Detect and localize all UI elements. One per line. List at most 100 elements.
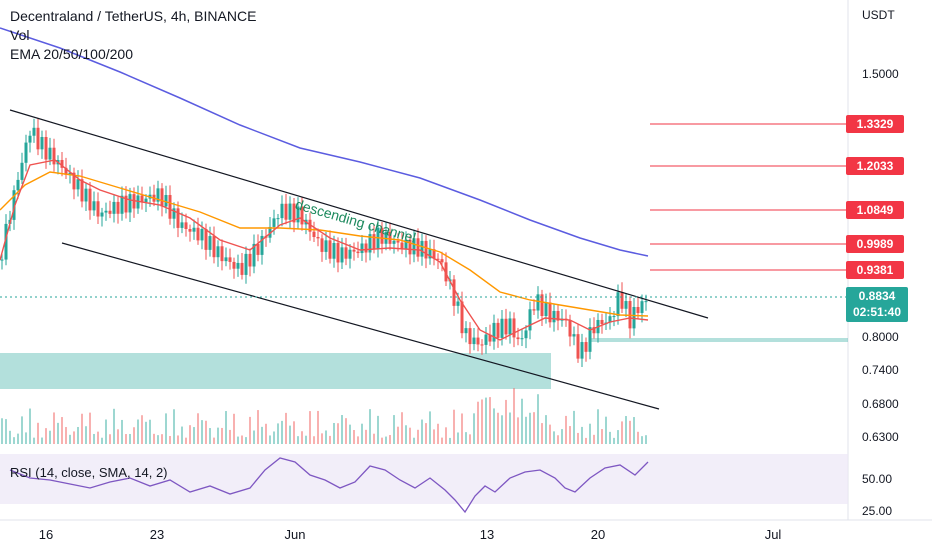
candle-body — [620, 292, 624, 309]
volume-bar — [89, 412, 91, 444]
volume-bar — [405, 425, 407, 444]
volume-bar — [53, 412, 55, 444]
candle-body — [636, 306, 640, 314]
rsi-indicator-label[interactable]: RSI (14, close, SMA, 14, 2) — [10, 465, 168, 480]
volume-bar — [225, 411, 227, 444]
candle-body — [352, 249, 356, 252]
candle-body — [516, 337, 520, 340]
level-badge[interactable]: 0.9381 — [846, 261, 904, 279]
candle-body — [536, 294, 540, 311]
ema-20-line[interactable] — [0, 159, 649, 341]
candle-body — [208, 236, 212, 250]
candle-body — [528, 309, 532, 331]
support-line-zone[interactable] — [590, 338, 848, 342]
candle-body — [416, 238, 420, 257]
price-tick: 0.7400 — [862, 363, 899, 377]
channel-lower-line[interactable] — [61, 242, 660, 410]
vol-indicator-label[interactable]: Vol — [10, 27, 30, 43]
candle-body — [80, 179, 84, 202]
rsi-line[interactable] — [9, 457, 649, 514]
candle-body — [424, 240, 428, 259]
candle-body — [232, 261, 236, 269]
current-price-value: 0.8834 — [858, 289, 896, 303]
volume-bar — [297, 436, 299, 444]
candle-body — [476, 337, 480, 345]
volume-bar — [509, 412, 511, 444]
candle-body — [548, 302, 552, 323]
currency-label[interactable]: USDT — [862, 8, 895, 22]
candle-body — [464, 328, 468, 334]
level-badge[interactable]: 1.3329 — [846, 115, 904, 133]
volume-bar — [549, 424, 551, 444]
symbol-title[interactable]: Decentraland / TetherUS, 4h, BINANCE — [10, 8, 257, 24]
current-price-badge[interactable]: 0.8834 02:51:40 — [846, 287, 908, 322]
candle-body — [248, 253, 252, 267]
volume-bar — [269, 435, 271, 444]
volume-bar — [489, 397, 491, 444]
candle-body — [508, 318, 512, 335]
volume-bar — [93, 433, 95, 444]
candle-body — [172, 208, 176, 219]
level-badge[interactable]: 1.0849 — [846, 201, 904, 219]
volume-bar — [13, 437, 15, 444]
level-badge[interactable]: 0.9989 — [846, 235, 904, 253]
channel-upper-line[interactable] — [9, 109, 709, 319]
volume-bar — [145, 421, 147, 444]
time-tick: Jul — [764, 527, 782, 542]
volume-bar — [273, 431, 275, 444]
ema-indicator-label[interactable]: EMA 20/50/100/200 — [10, 46, 133, 62]
volume-bar — [601, 429, 603, 444]
ema-50-line[interactable] — [0, 171, 649, 317]
volume-bar — [341, 415, 343, 444]
candle-body — [68, 172, 72, 175]
candle-body — [128, 194, 132, 213]
volume-bar — [557, 435, 559, 444]
volume-bar — [385, 436, 387, 444]
candle-body — [332, 243, 336, 259]
level-badge[interactable]: 1.2033 — [846, 157, 904, 175]
candle-body — [48, 147, 52, 160]
candle-body — [16, 179, 20, 191]
candle-body — [624, 301, 628, 309]
volume-bar — [133, 427, 135, 444]
candlesticks — [0, 118, 648, 367]
volume-bar — [121, 419, 123, 444]
volume-bar — [113, 408, 115, 444]
candle-body — [268, 226, 272, 238]
volume-bar — [429, 411, 431, 444]
volume-bar — [277, 423, 279, 444]
volume-bar — [425, 423, 427, 444]
ema-200-line[interactable] — [0, 27, 649, 257]
volume-bar — [473, 413, 475, 444]
support-zone[interactable] — [0, 353, 551, 389]
candle-body — [380, 227, 384, 244]
volume-bar — [165, 413, 167, 444]
candle-body — [168, 195, 172, 219]
candle-body — [520, 338, 524, 340]
volume-bar — [517, 417, 519, 444]
candle-body — [228, 257, 232, 262]
candle-body — [4, 223, 8, 260]
volume-bar — [81, 413, 83, 444]
volume-bar — [417, 429, 419, 444]
price-tick: 1.5000 — [862, 67, 899, 81]
candle-body — [12, 190, 16, 220]
candle-body — [384, 231, 388, 244]
volume-bar — [325, 430, 327, 444]
candle-body — [368, 234, 372, 253]
volume-bar — [497, 412, 499, 444]
volume-bar — [521, 398, 523, 444]
candle-body — [72, 172, 76, 190]
volume-bar — [629, 420, 631, 444]
volume-bar — [293, 421, 295, 444]
candle-body — [356, 251, 360, 254]
volume-bar — [57, 422, 59, 444]
volume-bar — [77, 426, 79, 444]
candle-body — [372, 234, 376, 249]
candle-body — [512, 318, 516, 338]
volume-bar — [637, 431, 639, 444]
volume-bar — [625, 416, 627, 444]
candle-body — [60, 160, 64, 168]
candle-body — [524, 330, 528, 339]
